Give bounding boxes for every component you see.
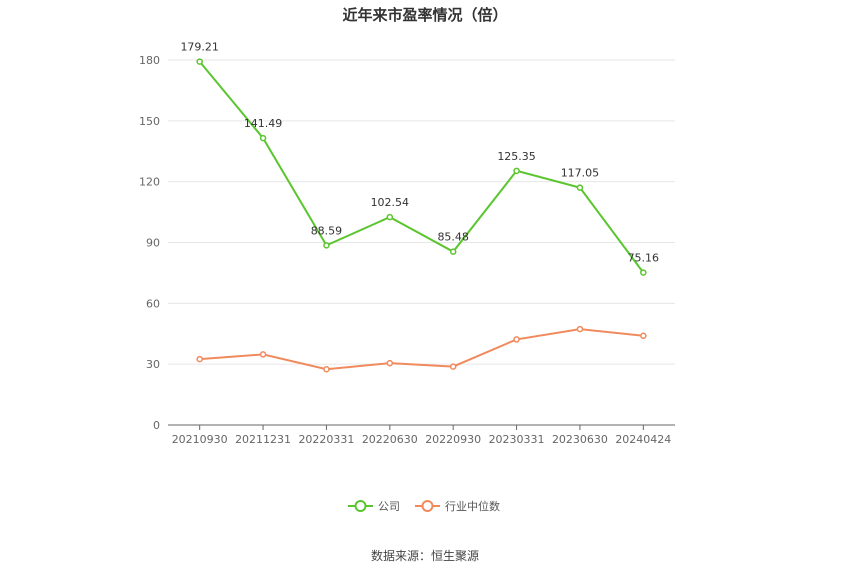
- x-axis: 20210930 20211231 20220331 20220630 20220930…: [168, 424, 675, 446]
- data-point: [449, 363, 457, 370]
- x-tick-label: 20220930: [425, 433, 481, 446]
- x-tick-label: 20230630: [552, 433, 608, 446]
- data-point: [196, 355, 203, 363]
- x-tick-label: 20220331: [298, 433, 354, 446]
- chart-title: 近年来市盈率情况（倍）: [342, 6, 507, 24]
- data-label: 85.48: [437, 231, 469, 244]
- data-point: [449, 248, 457, 255]
- data-point: [386, 213, 394, 221]
- data-label: 125.35: [497, 150, 536, 163]
- data-point: [259, 351, 267, 358]
- data-label: 117.05: [561, 167, 600, 180]
- y-tick-label: 120: [139, 176, 160, 189]
- series-layer: 179.21 141.49 88.59 102.54 85.48 125.35 117.05…: [180, 41, 660, 373]
- data-label: 179.21: [180, 41, 219, 54]
- y-tick-label: 150: [139, 115, 160, 128]
- x-tick-label: 20211231: [235, 433, 291, 446]
- data-label: 102.54: [371, 196, 410, 209]
- grid-lines: [168, 59, 675, 365]
- y-axis: 0 30 60 90 120 150 180: [139, 54, 160, 432]
- y-tick-label: 90: [146, 237, 160, 250]
- x-tick-label: 20220630: [362, 433, 418, 446]
- legend-marker: [421, 500, 434, 512]
- data-point: [640, 332, 647, 340]
- data-point: [513, 336, 520, 343]
- data-point: [259, 134, 267, 142]
- data-point: [386, 359, 394, 367]
- x-tick-label: 20210930: [172, 433, 228, 446]
- x-tick-label: 20240424: [615, 433, 671, 446]
- legend-marker: [354, 500, 367, 512]
- data-point: [323, 365, 330, 373]
- legend-label: 公司: [378, 500, 400, 513]
- data-point: [513, 167, 520, 175]
- legend-item: 行业中位数: [415, 499, 500, 513]
- series-0: 179.21 141.49 88.59 102.54 85.48 125.35 117.05…: [180, 41, 660, 276]
- legend-label: 行业中位数: [445, 499, 500, 513]
- y-tick-label: 0: [153, 419, 160, 432]
- data-label: 75.16: [628, 252, 660, 265]
- y-tick-label: 180: [139, 54, 160, 67]
- data-label: 88.59: [311, 224, 343, 237]
- data-point: [323, 242, 330, 249]
- source-note: 数据来源：恒生聚源: [371, 548, 479, 563]
- y-tick-label: 30: [146, 358, 160, 371]
- y-tick-label: 60: [146, 297, 160, 310]
- series-line: [199, 328, 644, 371]
- data-label: 141.49: [244, 117, 283, 130]
- series-line: [198, 60, 645, 274]
- series-1: [196, 325, 647, 373]
- legend-item: 公司: [348, 500, 400, 513]
- x-tick-label: 20230331: [489, 433, 545, 446]
- data-point: [576, 184, 584, 191]
- data-point: [576, 325, 584, 333]
- data-point: [640, 269, 647, 276]
- data-point: [196, 58, 203, 65]
- legend: 公司 行业中位数: [348, 499, 500, 513]
